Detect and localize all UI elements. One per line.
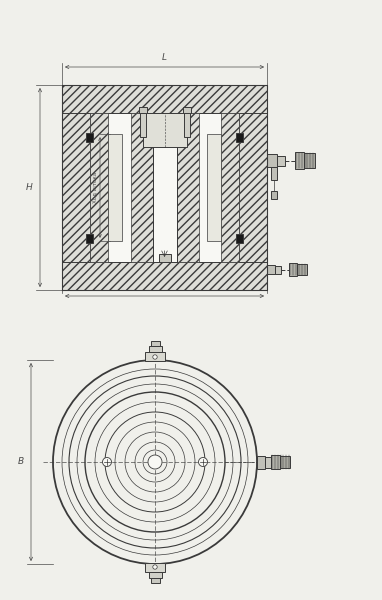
Text: L: L [162,53,167,62]
Bar [151,341,160,346]
Bar [139,113,146,137]
Bar [183,113,189,137]
Bar [86,234,93,243]
Bar [265,457,271,467]
Bar [236,234,243,243]
Bar [62,262,267,290]
Circle shape [199,457,207,467]
Bar [207,134,221,241]
Bar [152,113,176,262]
Bar [257,455,265,469]
Circle shape [153,565,157,569]
Bar [159,254,170,262]
Bar [271,455,280,469]
Bar [280,456,290,468]
Bar [239,85,267,290]
Bar [297,264,307,275]
Bar [183,107,191,113]
Bar [149,572,162,578]
Bar [271,167,277,180]
Bar [90,113,239,262]
Text: H: H [26,183,33,192]
Bar [304,154,315,169]
Bar [221,113,239,262]
Bar [277,155,285,166]
Bar [142,113,186,147]
Bar [295,152,304,169]
Text: B: B [18,457,24,467]
Bar [90,113,108,262]
Bar [267,154,277,167]
Bar [145,563,165,572]
Bar [289,263,297,276]
Bar [145,352,165,361]
Bar [62,85,90,290]
Circle shape [148,455,162,469]
Bar [62,85,267,113]
Text: Ход штока: Ход штока [92,172,97,203]
Bar [151,578,160,583]
Bar [86,133,93,142]
Bar [131,113,156,262]
Bar [149,346,162,352]
Bar [271,191,277,199]
Circle shape [102,457,112,467]
Bar [267,265,275,274]
Circle shape [153,355,157,359]
Bar [236,133,243,142]
Bar [173,113,199,262]
Bar [139,107,147,113]
Bar [108,134,122,241]
Bar [275,265,281,274]
